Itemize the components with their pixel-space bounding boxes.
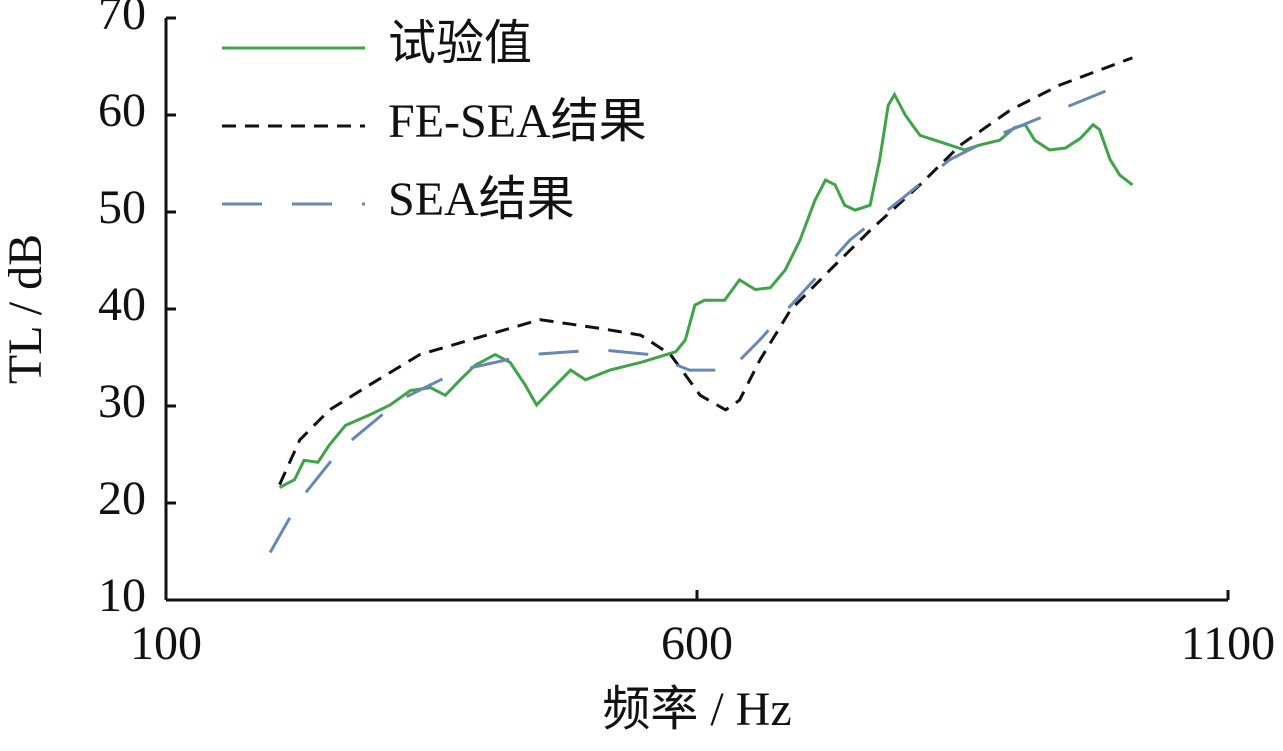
- series-line: [278, 91, 1134, 489]
- x-axis-label: 频率 / Hz: [602, 683, 791, 736]
- legend-label: SEA结果: [388, 173, 575, 226]
- y-tick-label: 10: [98, 569, 146, 622]
- y-axis-label: TL / dB: [0, 234, 52, 384]
- legend-label: FE-SEA结果: [388, 95, 647, 148]
- y-tick-label: 20: [98, 472, 146, 525]
- y-tick-label: 30: [98, 375, 146, 428]
- legend-label: 试验值: [388, 17, 532, 70]
- x-tick-label: 1100: [1181, 617, 1275, 670]
- y-tick-label: 40: [98, 278, 146, 331]
- series-line: [268, 78, 1133, 554]
- y-tick-label: 50: [98, 181, 146, 234]
- y-tick-label: 70: [98, 0, 146, 40]
- series-line: [278, 56, 1133, 486]
- x-tick-label: 600: [661, 617, 733, 670]
- y-tick-label: 60: [98, 84, 146, 137]
- x-tick-label: 100: [130, 617, 202, 670]
